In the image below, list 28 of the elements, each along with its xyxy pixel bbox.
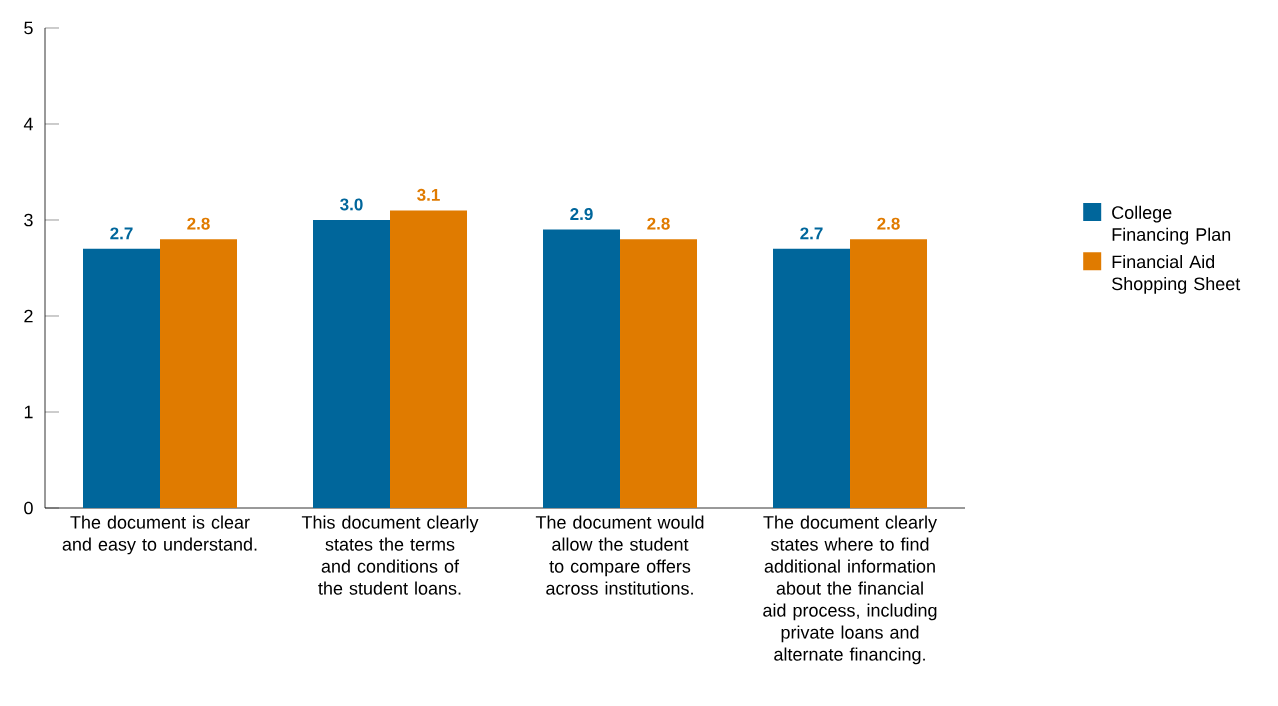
bar bbox=[850, 239, 928, 508]
data-label: 2.7 bbox=[800, 227, 823, 240]
x-tick-label: The document is clear and easy to understand. bbox=[62, 515, 257, 555]
legend-label: Financial Aid Shopping Sheet bbox=[1112, 254, 1241, 294]
y-tick-label: 3 bbox=[24, 213, 33, 227]
x-tick-label: The document clearly states where to find additional information about the financial aid process, including private loans and alternate financing. bbox=[763, 515, 937, 665]
bar bbox=[83, 248, 160, 508]
x-tick-label: This document clearly states the terms and conditions of the student loans. bbox=[301, 515, 479, 595]
bar bbox=[390, 210, 467, 508]
y-tick-label: 2 bbox=[24, 309, 33, 323]
y-tick-label: 0 bbox=[24, 501, 33, 515]
bar bbox=[313, 220, 390, 508]
bar bbox=[773, 248, 851, 508]
bar bbox=[620, 239, 698, 508]
data-label: 2.8 bbox=[187, 217, 210, 230]
data-label: 2.9 bbox=[570, 208, 593, 221]
y-tick-label: 1 bbox=[24, 405, 33, 419]
data-label: 2.7 bbox=[110, 227, 133, 240]
data-label: 3.1 bbox=[417, 188, 440, 201]
data-label: 2.8 bbox=[647, 217, 670, 230]
y-tick-label: 5 bbox=[24, 21, 33, 35]
bar bbox=[543, 229, 621, 508]
y-tick-label: 4 bbox=[23, 117, 33, 131]
x-tick-label: The document would allow the student to compare offers across institutions. bbox=[535, 515, 704, 595]
bar bbox=[160, 239, 237, 508]
legend-label: College Financing Plan bbox=[1112, 205, 1231, 245]
data-label: 2.8 bbox=[877, 217, 900, 230]
data-label: 3.0 bbox=[340, 198, 363, 211]
